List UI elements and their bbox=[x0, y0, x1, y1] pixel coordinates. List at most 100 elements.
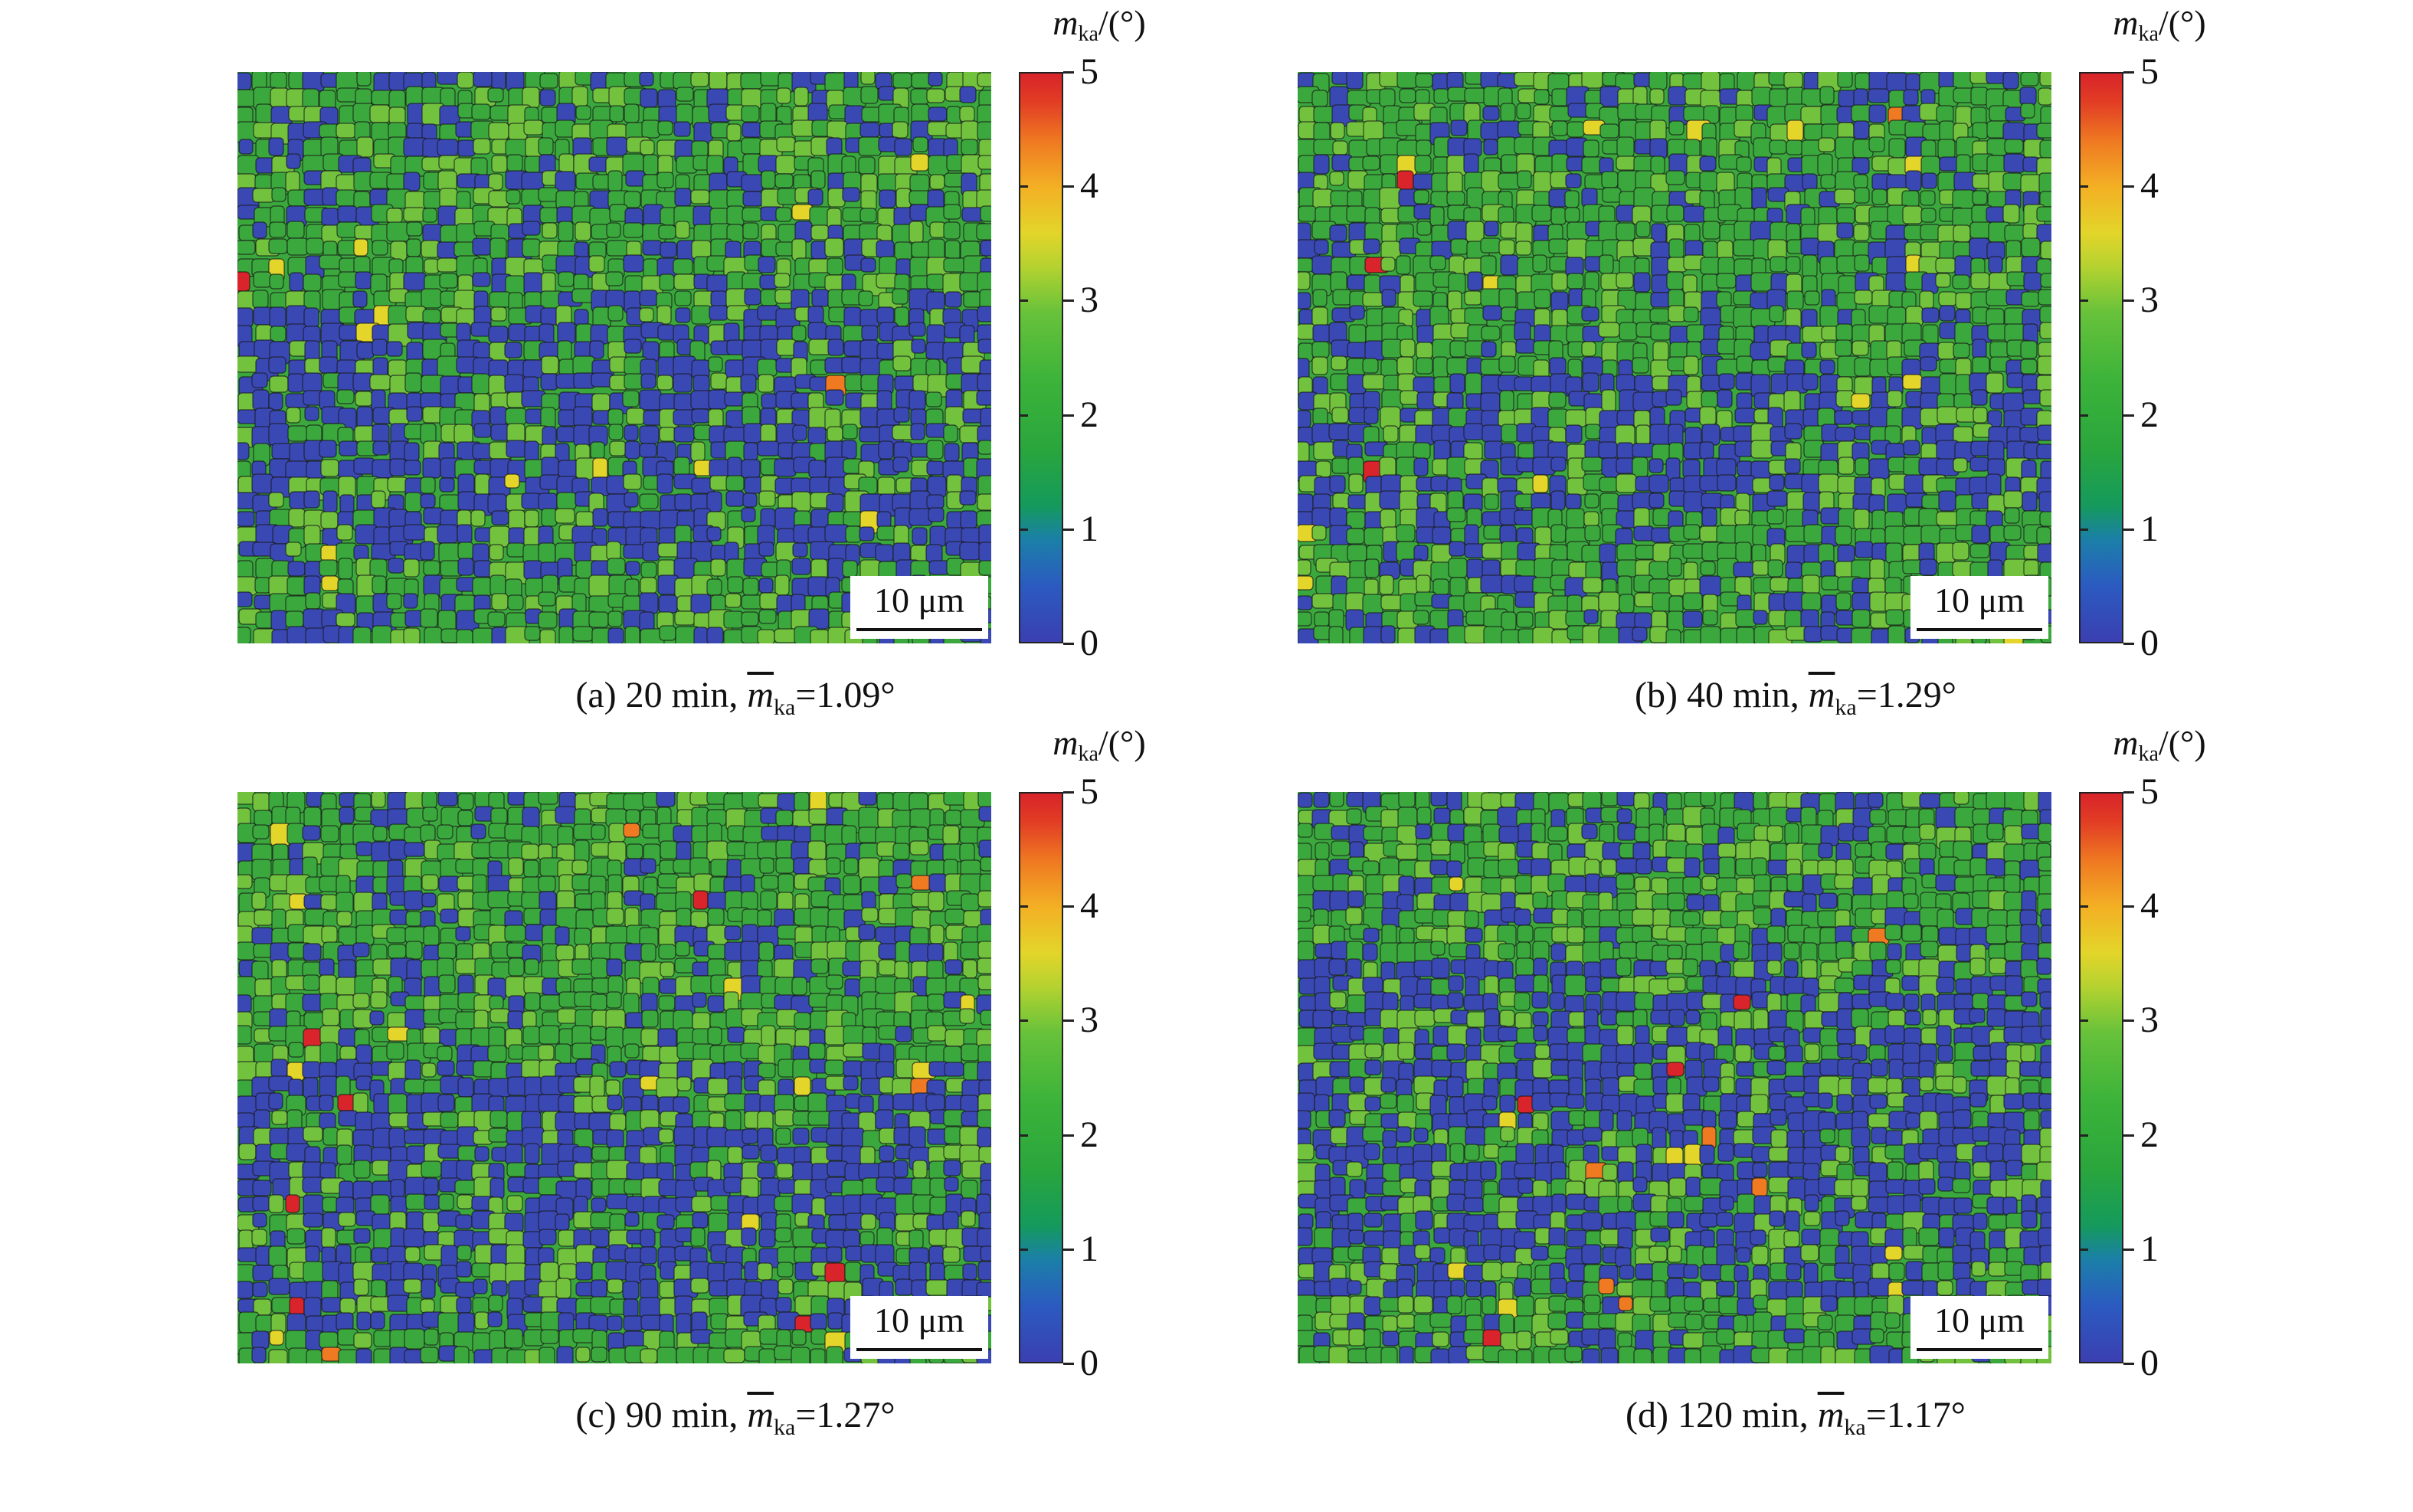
colorbar-title: mka/(°) bbox=[988, 722, 1210, 776]
kam-map-b bbox=[1298, 72, 2051, 643]
colorbar-tick-label: 5 bbox=[2140, 51, 2159, 92]
colorbar-tick-inner bbox=[2079, 414, 2088, 417]
colorbar-tick bbox=[2123, 1019, 2134, 1022]
colorbar-tick-label: 4 bbox=[1080, 165, 1098, 206]
caption-var: m bbox=[1817, 1395, 1845, 1435]
colorbar bbox=[2079, 792, 2123, 1363]
colorbar-tick-inner bbox=[2079, 529, 2088, 531]
colorbar-tick-label: 5 bbox=[2140, 771, 2159, 812]
scale-bar-line bbox=[1917, 628, 2042, 631]
colorbar-tick-label: 3 bbox=[2140, 1000, 2159, 1040]
colorbar-tick-label: 2 bbox=[2140, 1114, 2159, 1155]
caption-var: m bbox=[747, 675, 774, 715]
colorbar-tick-label: 1 bbox=[2140, 1229, 2159, 1269]
colorbar-tick bbox=[1063, 643, 1074, 645]
colorbar-tick-inner bbox=[1019, 905, 1028, 908]
scale-bar-line bbox=[856, 628, 982, 631]
colorbar-tick bbox=[1063, 71, 1074, 74]
colorbar-tick-label: 1 bbox=[2140, 509, 2159, 549]
colorbar-tick bbox=[2123, 71, 2134, 74]
colorbar-tick bbox=[1063, 185, 1074, 188]
colorbar-tick-label: 2 bbox=[2140, 394, 2159, 435]
colorbar-tick-label: 1 bbox=[1080, 1229, 1098, 1269]
colorbar-tick bbox=[1063, 414, 1074, 417]
kam-map-c bbox=[237, 792, 991, 1363]
colorbar-tick-inner bbox=[2079, 1019, 2088, 1022]
scale-bar: 10 μm bbox=[850, 1296, 988, 1359]
colorbar-title-var: m bbox=[2113, 3, 2139, 42]
colorbar-tick bbox=[1063, 299, 1074, 302]
colorbar-tick-label: 4 bbox=[1080, 885, 1098, 926]
colorbar-tick bbox=[1063, 905, 1074, 908]
scale-bar: 10 μm bbox=[850, 576, 988, 639]
caption-value: =1.17° bbox=[1865, 1395, 1966, 1435]
colorbar-title-var: m bbox=[1053, 3, 1079, 42]
colorbar-title-var: m bbox=[2113, 723, 2139, 762]
caption-prefix: (c) 90 min, bbox=[575, 1395, 748, 1435]
colorbar-title-sub: ka bbox=[1078, 742, 1098, 766]
colorbar-title-unit: /(°) bbox=[1098, 3, 1146, 42]
colorbar-tick-label: 0 bbox=[2140, 1343, 2159, 1383]
colorbar-tick-label: 2 bbox=[1080, 1114, 1098, 1155]
colorbar-tick bbox=[2123, 791, 2134, 794]
colorbar-tick-inner bbox=[1019, 1134, 1028, 1137]
colorbar-title-unit: /(°) bbox=[1098, 723, 1146, 762]
scale-bar: 10 μm bbox=[1910, 1296, 2048, 1359]
colorbar-tick-label: 3 bbox=[1080, 1000, 1098, 1040]
colorbar-tick bbox=[2123, 529, 2134, 531]
colorbar-tick bbox=[1063, 1134, 1074, 1137]
colorbar-title-unit: /(°) bbox=[2158, 723, 2206, 762]
panel-caption: (d) 120 min, mka=1.17° bbox=[1298, 1393, 2293, 1451]
caption-value: =1.27° bbox=[795, 1395, 895, 1435]
caption-sub: ka bbox=[774, 1415, 796, 1440]
colorbar-title-sub: ka bbox=[1078, 22, 1098, 46]
scale-bar-line bbox=[1917, 1348, 2042, 1351]
caption-sub: ka bbox=[1844, 1415, 1866, 1440]
colorbar-tick-label: 1 bbox=[1080, 509, 1098, 549]
colorbar-tick bbox=[2123, 905, 2134, 908]
colorbar-tick bbox=[2123, 1249, 2134, 1251]
colorbar-tick bbox=[2123, 185, 2134, 188]
colorbar-tick bbox=[2123, 414, 2134, 417]
colorbar-tick-inner bbox=[2079, 1134, 2088, 1137]
colorbar-tick bbox=[2123, 643, 2134, 645]
caption-value: =1.09° bbox=[795, 675, 895, 715]
kam-map-a bbox=[237, 72, 991, 643]
colorbar-tick-inner bbox=[2079, 905, 2088, 908]
colorbar-tick-label: 3 bbox=[1080, 280, 1098, 320]
scale-bar-line bbox=[856, 1348, 982, 1351]
colorbar-tick-inner bbox=[1019, 185, 1028, 188]
colorbar-title-unit: /(°) bbox=[2158, 3, 2206, 42]
colorbar-tick bbox=[2123, 1363, 2134, 1365]
colorbar bbox=[1019, 72, 1063, 643]
colorbar-tick bbox=[1063, 1019, 1074, 1022]
colorbar-tick-inner bbox=[2079, 299, 2088, 302]
colorbar-tick-label: 0 bbox=[1080, 623, 1098, 663]
colorbar-tick-inner bbox=[1019, 529, 1028, 531]
colorbar-tick bbox=[1063, 1363, 1074, 1365]
caption-sub: ka bbox=[774, 695, 796, 720]
colorbar-title: mka/(°) bbox=[2048, 722, 2271, 776]
scale-bar-label: 10 μm bbox=[874, 581, 964, 620]
kam-map-d bbox=[1298, 792, 2051, 1363]
colorbar-tick-inner bbox=[1019, 299, 1028, 302]
colorbar-tick-label: 4 bbox=[2140, 885, 2159, 926]
colorbar-tick-inner bbox=[1019, 1019, 1028, 1022]
caption-prefix: (a) 20 min, bbox=[575, 675, 748, 715]
caption-var: m bbox=[747, 1395, 774, 1435]
colorbar-tick-label: 2 bbox=[1080, 394, 1098, 435]
caption-var: m bbox=[1808, 675, 1835, 715]
colorbar-tick-inner bbox=[2079, 1249, 2088, 1251]
scale-bar-label: 10 μm bbox=[874, 1301, 964, 1340]
panel-caption: (c) 90 min, mka=1.27° bbox=[237, 1393, 1233, 1451]
colorbar-tick-label: 0 bbox=[2140, 623, 2159, 663]
colorbar-title: mka/(°) bbox=[988, 2, 1210, 56]
caption-prefix: (d) 120 min, bbox=[1626, 1395, 1818, 1435]
colorbar-tick bbox=[1063, 1249, 1074, 1251]
caption-sub: ka bbox=[1835, 695, 1857, 720]
scale-bar-label: 10 μm bbox=[1934, 1301, 2025, 1340]
colorbar-tick-label: 0 bbox=[1080, 1343, 1098, 1383]
